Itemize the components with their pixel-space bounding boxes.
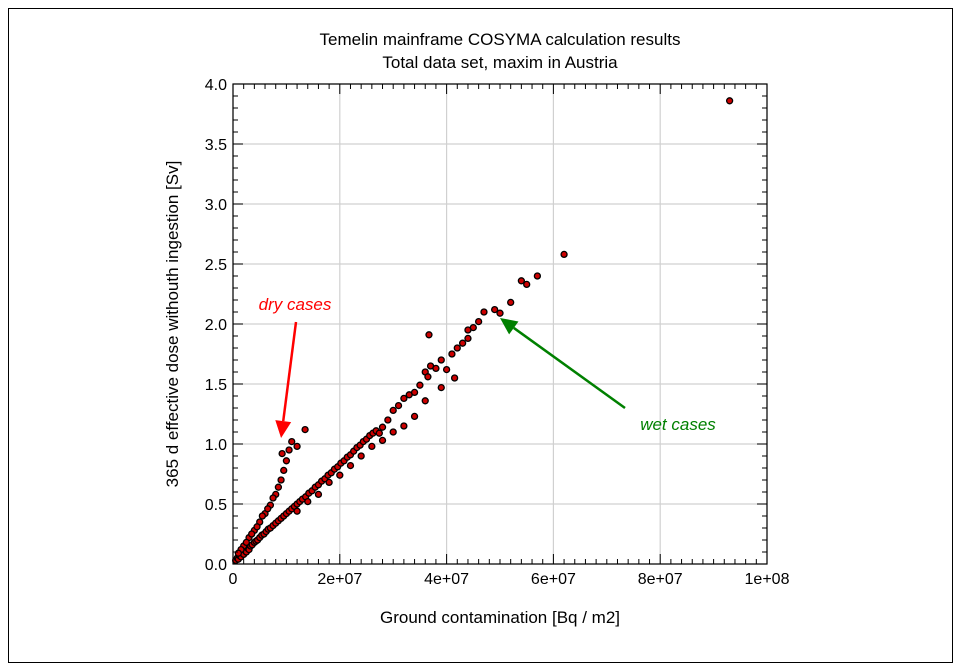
data-point [248, 530, 256, 538]
chart-subtitle: Total data set, maxim in Austria [382, 53, 618, 72]
data-point [304, 497, 312, 506]
data-point [336, 471, 344, 479]
y-tick-label: 1.0 [205, 437, 227, 454]
y-tick-label: 2.0 [205, 317, 227, 334]
data-point [264, 505, 272, 513]
data-point [389, 428, 397, 436]
x-tick-label: 6e+07 [531, 571, 576, 588]
data-point [375, 429, 383, 437]
dry-cases-arrowhead [275, 420, 292, 438]
data-point [378, 423, 387, 431]
data-point [474, 317, 483, 326]
data-point [437, 383, 445, 392]
y-tick-label: 3.0 [205, 197, 227, 214]
data-point [517, 277, 526, 285]
data-point [450, 374, 459, 382]
y-tick-label: 4.0 [205, 77, 227, 94]
dry-cases-arrow [281, 321, 298, 422]
data-point [280, 466, 288, 475]
data-point [293, 442, 301, 451]
data-point [325, 478, 333, 487]
data-point [274, 483, 283, 491]
data-point [410, 388, 419, 397]
data-point [384, 416, 392, 424]
data-point [400, 422, 408, 430]
data-point [346, 461, 355, 470]
data-point [288, 437, 296, 446]
data-point [533, 272, 542, 280]
data-point [394, 401, 403, 410]
y-tick-label: 0.5 [205, 497, 227, 514]
axes-layer: 0 2e+07 4e+07 6e+07 8e+07 1e+08 0.0 0.5 1.0 1.5 2.… [205, 77, 790, 588]
data-point [416, 381, 424, 389]
y-axis-label: 365 d effective dose withouth ingestion … [163, 161, 182, 488]
data-point [285, 446, 293, 454]
data-point [491, 305, 499, 314]
data-point [301, 425, 309, 434]
data-point [464, 334, 472, 343]
wet-cases-label: wet cases [640, 415, 716, 434]
data-point [448, 350, 456, 358]
x-tick-label: 2e+07 [317, 571, 362, 588]
data-point [277, 476, 285, 484]
data-point [507, 298, 515, 307]
y-tick-label: 3.5 [205, 137, 227, 154]
y-tick-label: 0.0 [205, 557, 227, 574]
wet-cases-arrowhead [500, 318, 519, 335]
data-point [725, 97, 734, 105]
data-point [269, 494, 277, 502]
data-point [389, 406, 397, 415]
data-point [410, 412, 419, 421]
x-axis-label: Ground contamination [Bq / m2] [380, 608, 620, 627]
data-point [523, 280, 531, 289]
dry-cases-label: dry cases [259, 295, 332, 314]
y-tick-label: 2.5 [205, 257, 227, 274]
x-tick-label: 8e+07 [638, 571, 683, 588]
data-point [293, 507, 301, 515]
data-point [314, 490, 323, 499]
data-point [425, 331, 433, 339]
data-point [560, 250, 568, 259]
wet-cases-arrow [513, 326, 626, 410]
data-point [258, 512, 267, 520]
x-tick-label: 4e+07 [424, 571, 469, 588]
grid-layer [232, 83, 768, 565]
data-point [437, 356, 445, 364]
data-point [378, 436, 387, 445]
data-point [480, 308, 488, 316]
x-tick-label: 1e+08 [745, 571, 790, 588]
data-point [278, 449, 286, 458]
y-tick-label: 1.5 [205, 377, 227, 394]
data-point [368, 442, 376, 451]
data-point [357, 452, 365, 460]
data-point [421, 397, 429, 405]
data-point [453, 344, 461, 352]
data-point [253, 523, 261, 531]
points-layer [232, 97, 734, 565]
data-point [400, 394, 408, 403]
data-point [234, 549, 242, 557]
data-point [432, 364, 440, 373]
data-point [282, 457, 291, 465]
data-point [424, 373, 432, 381]
data-point [442, 365, 451, 374]
data-point [464, 326, 472, 334]
x-tick-label: 0 [229, 571, 238, 588]
data-point [242, 538, 251, 547]
chart-title: Temelin mainframe COSYMA calculation res… [320, 30, 681, 49]
annotations-layer: dry cases wet cases [259, 295, 716, 438]
data-point [496, 309, 504, 317]
data-point [458, 339, 467, 347]
